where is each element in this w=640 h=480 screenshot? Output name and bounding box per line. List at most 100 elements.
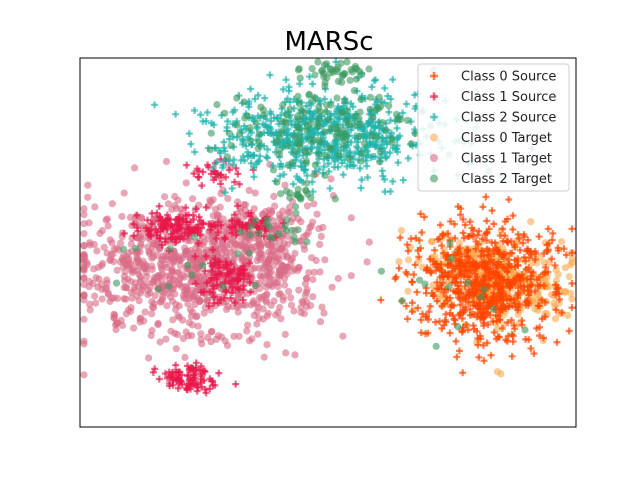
point-class-0-source [518,321,526,329]
point-class-2-source [278,162,286,170]
point-class-0-source [560,245,568,253]
point-class-2-target [233,94,241,102]
point-class-2-target [315,151,323,159]
point-class-0-source [568,225,576,233]
point-class-1-target [160,288,168,296]
point-class-2-source [301,166,309,174]
point-class-2-source [381,188,389,196]
point-class-2-source [279,138,287,146]
point-class-1-source [191,252,199,260]
legend-label-class-2-source: Class 2 Source [461,111,556,126]
point-class-2-target [338,109,346,117]
point-class-2-source [333,138,341,146]
point-class-1-source [158,241,166,249]
point-class-0-source [462,294,470,302]
point-class-1-source [203,279,211,287]
point-class-0-source [462,263,470,271]
point-class-2-source [220,138,228,146]
point-class-1-source [176,368,184,376]
point-class-2-source [331,149,339,156]
point-class-2-source [254,158,262,166]
point-class-0-source [493,247,501,255]
point-class-2-target [357,96,365,104]
point-class-1-source [190,216,198,224]
point-class-1-target [227,248,235,256]
point-class-2-target [350,87,358,95]
point-class-1-target [171,329,179,337]
point-class-2-source [351,150,359,158]
point-class-2-source [289,180,297,188]
point-class-1-source [194,384,202,392]
point-class-2-source [324,160,332,167]
point-class-1-source [206,375,214,383]
point-class-0-source [490,289,498,297]
point-class-1-source [232,284,240,291]
point-class-0-source [455,285,463,293]
point-class-2-target [338,72,346,80]
point-class-0-source [516,246,524,254]
point-class-0-source [497,299,505,307]
point-class-1-target [243,327,251,335]
point-class-1-target [156,260,165,268]
point-class-0-source [439,249,447,257]
point-class-1-target [263,341,271,349]
point-class-2-target [251,216,259,224]
point-class-1-source [199,219,207,227]
point-class-1-target [207,198,215,206]
point-class-2-target [333,94,341,102]
point-class-2-source [226,135,233,143]
point-class-1-target [157,297,165,305]
point-class-1-target [145,249,154,257]
point-class-0-source [451,279,459,287]
point-class-2-source [393,124,401,132]
point-class-1-source [211,271,219,279]
point-class-0-source [437,266,445,274]
point-class-0-source [520,233,528,241]
point-class-1-source [172,369,180,376]
point-class-2-source [221,147,229,155]
point-class-2-target [385,102,393,110]
point-class-2-source [250,163,258,171]
point-class-2-target [303,238,311,246]
point-class-0-source [414,304,422,312]
point-class-2-source [321,116,329,123]
point-class-1-source [215,369,223,377]
point-class-2-target [273,178,281,186]
point-class-2-source [303,133,311,140]
point-class-1-target [327,175,335,183]
point-class-0-source [504,319,512,327]
point-class-2-target [296,140,304,148]
point-class-1-source [240,262,248,270]
point-class-1-target [174,312,182,320]
point-class-1-target [306,224,314,232]
point-class-1-target [107,255,115,263]
point-class-2-target [411,129,419,137]
point-class-2-source [332,58,340,66]
point-class-1-source [217,171,225,179]
point-class-1-source [185,365,193,373]
point-class-1-source [221,235,229,243]
point-class-1-source [209,261,217,269]
point-class-1-target [194,322,202,330]
point-class-1-target [267,247,276,255]
point-class-2-target [221,109,229,117]
point-class-0-source [463,266,471,274]
point-class-1-target [131,164,139,172]
point-class-2-source [247,159,255,167]
point-class-0-source [482,264,490,271]
point-class-0-source [501,232,509,240]
point-class-0-target [558,238,566,246]
point-class-2-source [230,161,237,169]
point-class-2-target [246,137,254,145]
point-class-2-source [399,176,407,184]
point-class-0-source [454,203,462,211]
point-class-0-source [465,286,473,294]
point-class-2-source [286,131,294,139]
point-class-1-target [162,157,171,166]
point-class-0-source [479,235,486,243]
point-class-2-source [362,153,370,161]
point-class-1-target [281,181,289,189]
point-class-2-source [261,94,269,102]
point-class-0-source [522,335,530,343]
legend-item-class-2-source: Class 2 Source [430,111,556,126]
